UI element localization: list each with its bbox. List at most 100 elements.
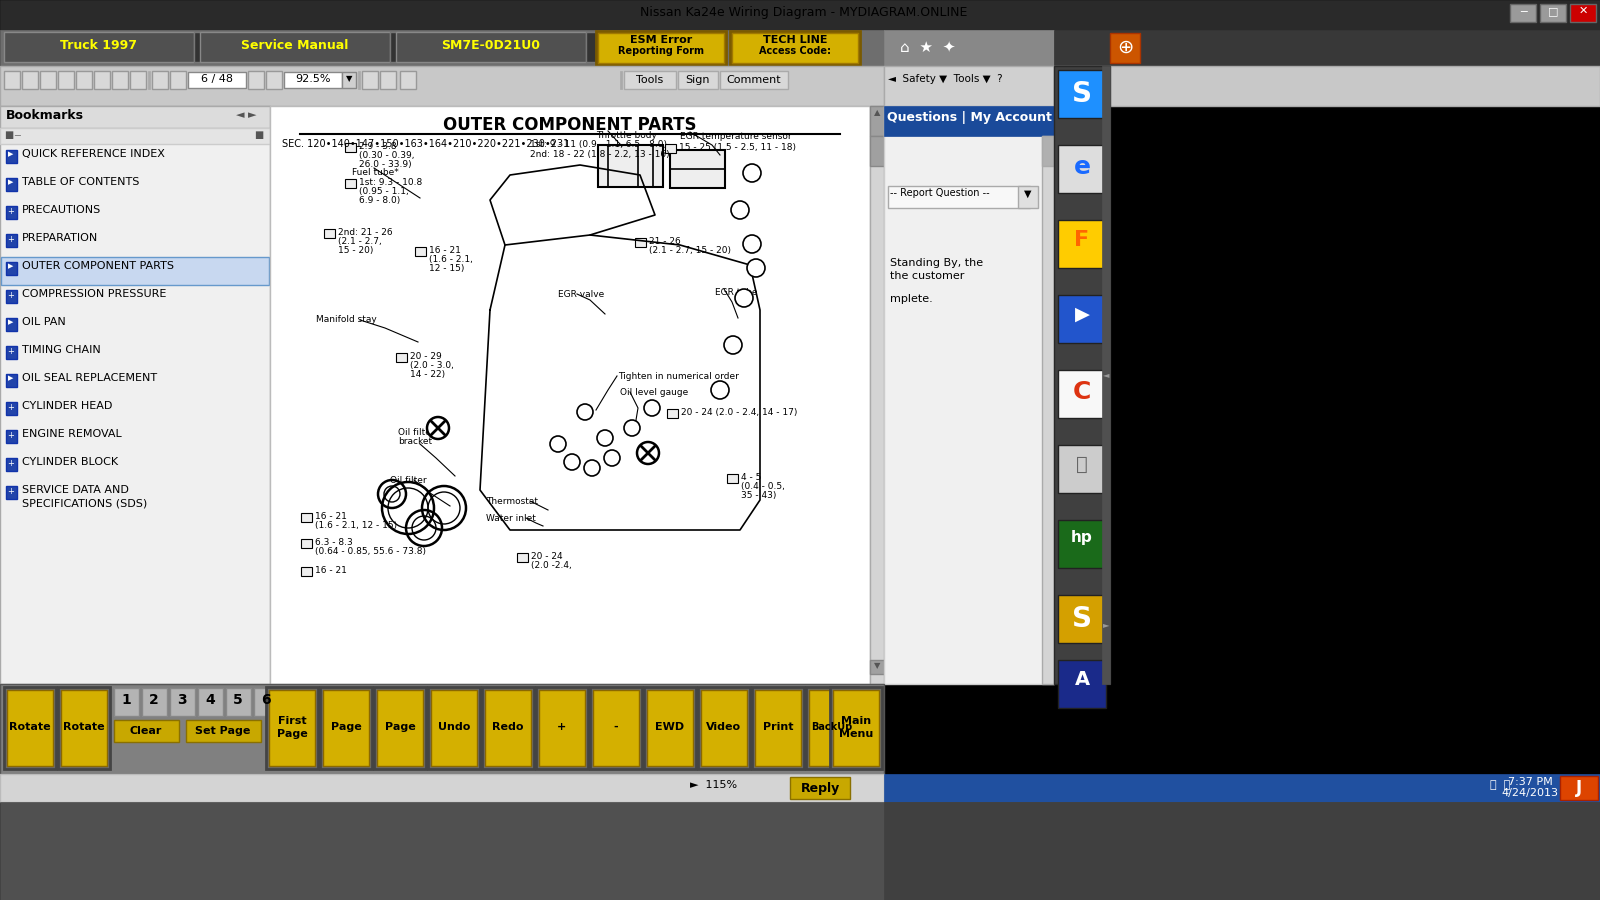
Bar	[670, 150, 725, 188]
Circle shape	[578, 404, 594, 420]
Bar	[1058, 295, 1106, 343]
Bar	[58, 687, 110, 769]
Text: ⊕: ⊕	[1117, 38, 1133, 57]
Bar	[883, 106, 1054, 684]
Bar	[248, 71, 264, 89]
Bar	[870, 136, 883, 166]
Bar	[485, 690, 531, 766]
Text: ENGINE REMOVAL: ENGINE REMOVAL	[22, 429, 122, 439]
Bar	[1058, 520, 1106, 568]
Text: 2: 2	[602, 433, 608, 442]
Bar	[482, 687, 534, 769]
Text: 4 - 5: 4 - 5	[741, 473, 762, 482]
Text: Undo: Undo	[438, 722, 470, 732]
Bar	[1058, 370, 1106, 418]
Bar	[40, 71, 56, 89]
Text: Rotate: Rotate	[10, 722, 51, 732]
Text: PREPARATION: PREPARATION	[22, 233, 98, 243]
Text: -- Report Question --: -- Report Question --	[890, 188, 990, 198]
Bar	[22, 71, 38, 89]
Text: 2: 2	[738, 205, 742, 215]
Bar	[598, 145, 662, 187]
Bar	[1570, 4, 1597, 22]
Text: Page: Page	[277, 729, 307, 739]
Bar	[635, 238, 646, 247]
Text: 6: 6	[610, 453, 614, 462]
Text: TABLE OF CONTENTS: TABLE OF CONTENTS	[22, 177, 139, 187]
Text: (0.64 - 0.85, 55.6 - 73.8): (0.64 - 0.85, 55.6 - 73.8)	[315, 547, 426, 556]
Bar	[3, 687, 56, 769]
Text: Tools: Tools	[637, 75, 664, 85]
Bar	[590, 687, 642, 769]
Bar	[189, 72, 246, 88]
Bar	[269, 690, 315, 766]
Bar	[226, 688, 251, 716]
Text: F: F	[1075, 230, 1090, 250]
Bar	[0, 128, 270, 144]
Text: ✕: ✕	[1578, 6, 1587, 16]
Text: bracket: bracket	[398, 437, 432, 446]
Text: ▶: ▶	[8, 375, 13, 381]
Bar	[346, 179, 355, 188]
Circle shape	[643, 400, 661, 416]
Text: ▲: ▲	[874, 108, 880, 117]
Text: +: +	[6, 291, 14, 300]
Text: Access Code:: Access Code:	[758, 46, 830, 56]
Text: 20 - 24 (2.0 - 2.4, 14 - 17): 20 - 24 (2.0 - 2.4, 14 - 17)	[682, 408, 797, 417]
Bar	[870, 106, 883, 136]
Bar	[186, 720, 261, 742]
Bar	[130, 71, 146, 89]
Text: ►  115%: ► 115%	[690, 780, 738, 790]
Bar	[397, 353, 406, 362]
Text: 2nd: 21 - 26: 2nd: 21 - 26	[338, 228, 392, 237]
Bar	[152, 71, 168, 89]
Text: CYLINDER HEAD: CYLINDER HEAD	[22, 401, 112, 411]
Text: (1.6 - 2.1,: (1.6 - 2.1,	[429, 255, 474, 264]
Text: ESM Error: ESM Error	[630, 35, 693, 45]
Circle shape	[597, 430, 613, 446]
Text: ─: ─	[14, 131, 19, 141]
Bar	[170, 71, 186, 89]
Bar	[883, 774, 1600, 802]
Text: ◄ ►: ◄ ►	[237, 110, 256, 120]
Bar	[77, 71, 93, 89]
Text: 15 - 25 (1.5 - 2.5, 11 - 18): 15 - 25 (1.5 - 2.5, 11 - 18)	[678, 143, 797, 152]
Bar	[112, 71, 128, 89]
Bar	[194, 32, 206, 62]
Text: Bookmarks: Bookmarks	[6, 109, 83, 122]
Circle shape	[734, 289, 754, 307]
Text: 1: 1	[122, 693, 131, 707]
Text: mplete.: mplete.	[890, 294, 933, 304]
Bar	[733, 33, 858, 63]
Circle shape	[563, 454, 579, 470]
Bar	[1560, 776, 1598, 800]
Bar	[730, 31, 861, 65]
Text: 6.3 - 8.3: 6.3 - 8.3	[315, 538, 352, 547]
Text: 6: 6	[261, 693, 270, 707]
Text: Reply: Reply	[800, 782, 840, 795]
Text: 4: 4	[570, 457, 574, 466]
Bar	[6, 458, 18, 471]
Bar	[0, 106, 270, 128]
Text: 1: 1	[749, 168, 755, 178]
Text: SPECIFICATIONS (SDS): SPECIFICATIONS (SDS)	[22, 498, 147, 508]
Text: -: -	[614, 722, 618, 732]
Bar	[883, 30, 1054, 66]
Text: 21 - 26: 21 - 26	[650, 237, 680, 246]
Bar	[1102, 66, 1110, 684]
Bar	[595, 31, 726, 65]
Bar	[429, 687, 480, 769]
Bar	[0, 684, 883, 774]
Text: Throttle body: Throttle body	[595, 131, 658, 140]
Text: Set Page: Set Page	[195, 726, 251, 736]
Bar	[883, 66, 1054, 106]
Bar	[755, 690, 802, 766]
Text: SM7E-0D21U0: SM7E-0D21U0	[442, 39, 541, 52]
Circle shape	[637, 442, 659, 464]
Bar	[1058, 70, 1106, 118]
Text: 5: 5	[589, 463, 595, 472]
Bar	[870, 660, 883, 674]
Bar	[270, 106, 870, 684]
Text: (2.1 - 2.7, 15 - 20): (2.1 - 2.7, 15 - 20)	[650, 246, 731, 255]
Text: +: +	[6, 347, 14, 356]
